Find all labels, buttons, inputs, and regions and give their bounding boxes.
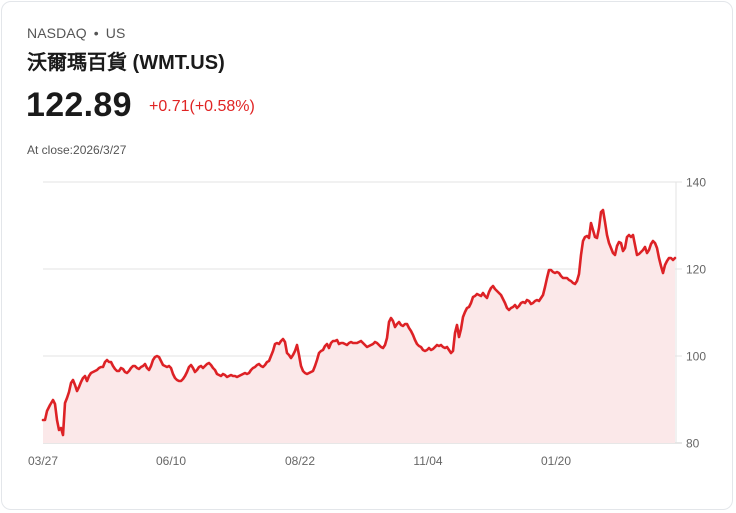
separator-dot: • xyxy=(93,25,99,41)
price-line xyxy=(41,208,677,437)
stock-price: 122.89 xyxy=(26,86,132,124)
y-tick-label: 100 xyxy=(686,350,706,364)
price-area-fill xyxy=(43,210,675,443)
y-tick-label: 140 xyxy=(686,176,706,190)
y-tick-label: 80 xyxy=(686,437,700,451)
x-tick-label: 11/04 xyxy=(413,454,442,468)
x-tick-label: 06/10 xyxy=(156,454,186,468)
exchange-line: NASDAQ • US xyxy=(27,25,125,41)
x-axis: 03/27 06/10 08/22 11/04 01/20 xyxy=(28,454,571,468)
y-tick-label: 120 xyxy=(686,263,706,277)
x-tick-label: 03/27 xyxy=(28,454,58,468)
close-date: At close:2026/3/27 xyxy=(27,143,127,157)
x-tick-label: 01/20 xyxy=(541,454,571,468)
price-change: +0.71(+0.58%) xyxy=(149,98,255,115)
exchange-name: NASDAQ xyxy=(27,25,87,41)
y-axis: 80 100 120 140 xyxy=(686,176,706,451)
x-tick-label: 08/22 xyxy=(285,454,315,468)
stock-title: 沃爾瑪百貨 (WMT.US) xyxy=(27,52,225,74)
region: US xyxy=(105,25,126,41)
